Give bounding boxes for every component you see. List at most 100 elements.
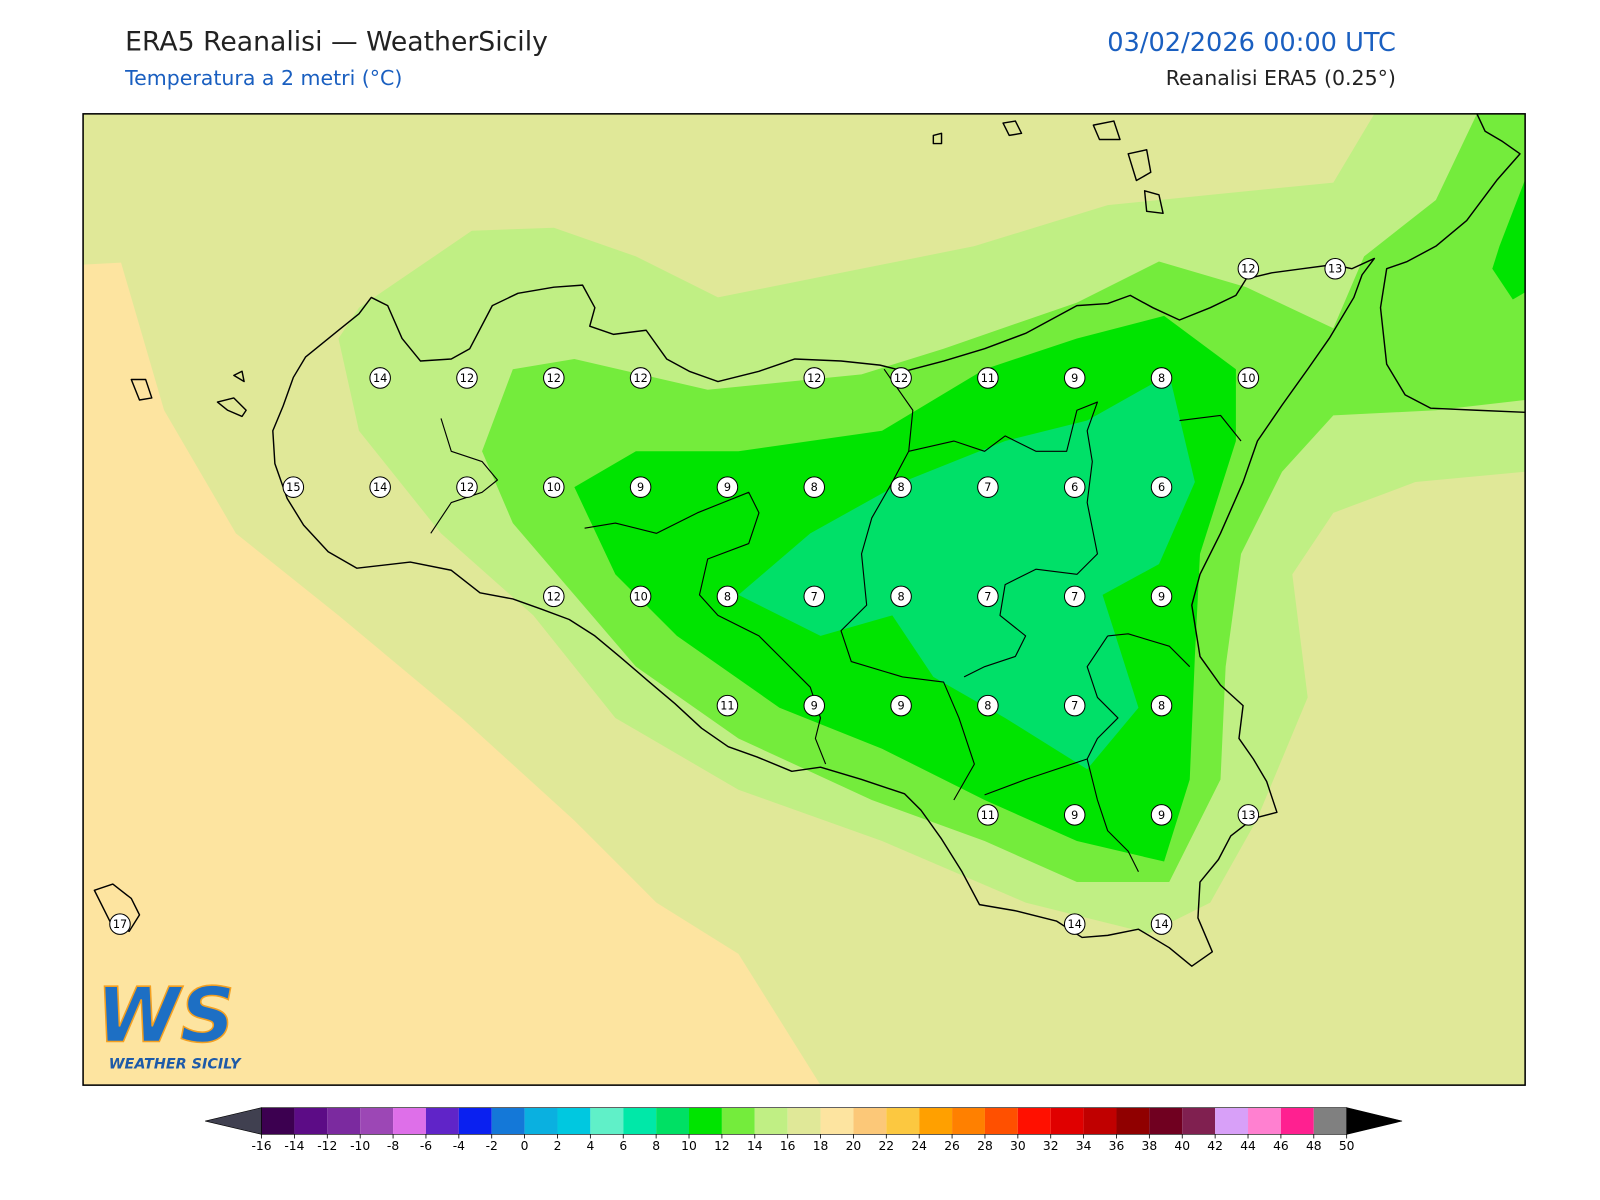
station-marker <box>1150 804 1173 826</box>
station-value: 14 <box>373 481 387 494</box>
station-marker <box>977 476 999 498</box>
station-marker <box>369 367 391 389</box>
station-marker <box>629 585 652 608</box>
station-value: 14 <box>1154 918 1168 931</box>
colorbar-segment <box>984 1107 1018 1135</box>
station-marker <box>456 476 478 498</box>
colorbar-tick-label: 28 <box>977 1139 993 1153</box>
colorbar-tick-label: -6 <box>420 1139 432 1153</box>
colorbar-tick-label: 46 <box>1273 1139 1289 1153</box>
station-value: 9 <box>1071 809 1078 822</box>
colorbar-segment <box>458 1107 492 1135</box>
station-value: 15 <box>286 481 300 494</box>
station-value: 10 <box>1241 372 1255 385</box>
field-6-8 <box>738 374 1195 770</box>
station-value: 8 <box>724 590 731 603</box>
colorbar-segment <box>886 1107 920 1135</box>
station-marker <box>369 476 391 498</box>
station-marker <box>977 367 999 389</box>
colorbar-segment <box>294 1107 328 1135</box>
colorbar-segment <box>1083 1107 1117 1135</box>
province-border <box>1086 758 1139 873</box>
station-marker <box>1063 367 1086 389</box>
station-marker <box>1063 694 1086 717</box>
colorbar-segment <box>393 1107 426 1135</box>
island <box>1143 190 1164 215</box>
colorbar-segment <box>853 1107 887 1135</box>
colorbar: -16 -14 -12 -10 -8 -6 -4 -2 0 2 4 6 8 10 12 14 16 18 20 22 2… <box>205 1107 1403 1153</box>
station-value: 6 <box>1158 481 1165 494</box>
station-value: 12 <box>1241 263 1255 276</box>
colorbar-segment <box>261 1107 295 1135</box>
station-marker <box>1150 585 1173 608</box>
station-value: 14 <box>1068 918 1082 931</box>
colorbar-segment <box>754 1107 788 1135</box>
station-labels: 12 13 14 12 12 12 12 12 11 9 8 10 15 14 12 10 9 9 8 8 7 6 6 12 1… <box>109 257 1346 935</box>
colorbar-tick-label: -2 <box>486 1139 498 1153</box>
station-marker <box>977 585 999 608</box>
colorbar-tick-label: 8 <box>652 1139 660 1153</box>
province-border <box>908 401 1098 678</box>
colorbar-segment <box>425 1107 459 1135</box>
colorbar-segment <box>590 1107 624 1135</box>
datetime: 03/02/2026 00:00 UTC <box>1107 28 1396 58</box>
station-value: 14 <box>373 372 387 385</box>
station-value: 8 <box>811 481 818 494</box>
colorbar-tick-label: 2 <box>554 1139 562 1153</box>
colorbar-segment <box>1149 1107 1183 1135</box>
colorbar-segment <box>1313 1107 1347 1135</box>
station-marker <box>803 367 826 389</box>
station-value: 17 <box>113 918 127 931</box>
colorbar-tick-label: 38 <box>1142 1139 1158 1153</box>
colorbar-tick-label: 36 <box>1109 1139 1125 1153</box>
colorbar-tick-label: 12 <box>714 1139 730 1153</box>
colorbar-tick-label: 14 <box>747 1139 763 1153</box>
station-marker <box>716 476 739 498</box>
station-marker <box>1150 694 1173 717</box>
station-value: 11 <box>981 809 995 822</box>
station-marker <box>977 804 999 826</box>
station-value: 9 <box>637 481 644 494</box>
colorbar-tick-label: 44 <box>1240 1139 1256 1153</box>
station-value: 8 <box>897 590 904 603</box>
subtitle: Temperatura a 2 metri (°C) <box>124 66 402 90</box>
colorbar-tick-label: -10 <box>350 1139 370 1153</box>
island <box>1002 120 1023 137</box>
map <box>83 113 1526 1086</box>
station-value: 7 <box>984 590 991 603</box>
province-border <box>430 418 498 534</box>
source: Reanalisi ERA5 (0.25°) <box>1166 66 1396 90</box>
station-value: 11 <box>720 700 734 713</box>
colorbar-tick-label: 32 <box>1043 1139 1059 1153</box>
station-value: 13 <box>1328 263 1342 276</box>
logo-mark: WS <box>96 971 234 1059</box>
island <box>216 397 247 418</box>
station-value: 9 <box>1158 809 1165 822</box>
colorbar-tick-label: 16 <box>780 1139 796 1153</box>
field-16-18 <box>83 262 821 1086</box>
station-marker <box>1063 476 1086 498</box>
island <box>1127 149 1152 182</box>
colorbar-tick-label: 40 <box>1174 1139 1190 1153</box>
colorbar-outline <box>261 1107 1347 1135</box>
station-marker <box>1150 367 1173 389</box>
station-value: 8 <box>1158 372 1165 385</box>
colorbar-tick-label: -8 <box>387 1139 399 1153</box>
colorbar-segment <box>1248 1107 1281 1135</box>
station-value: 7 <box>811 590 818 603</box>
colorbar-segment <box>1215 1107 1249 1135</box>
station-marker <box>1237 257 1260 280</box>
colorbar-tick-label: 30 <box>1010 1139 1026 1153</box>
colorbar-segment <box>360 1107 394 1135</box>
map-frame <box>82 113 1526 1086</box>
station-value: 8 <box>897 481 904 494</box>
island <box>233 370 245 383</box>
colorbar-segment <box>491 1107 525 1135</box>
colorbar-segment <box>524 1107 558 1135</box>
logo: WS WEATHER SICILY <box>96 971 242 1073</box>
colorbar-segment <box>1182 1107 1216 1135</box>
field-8-10 <box>1492 179 1526 300</box>
logo-name: WEATHER SICILY <box>109 1057 242 1073</box>
colorbar-tick-label: -4 <box>453 1139 465 1153</box>
